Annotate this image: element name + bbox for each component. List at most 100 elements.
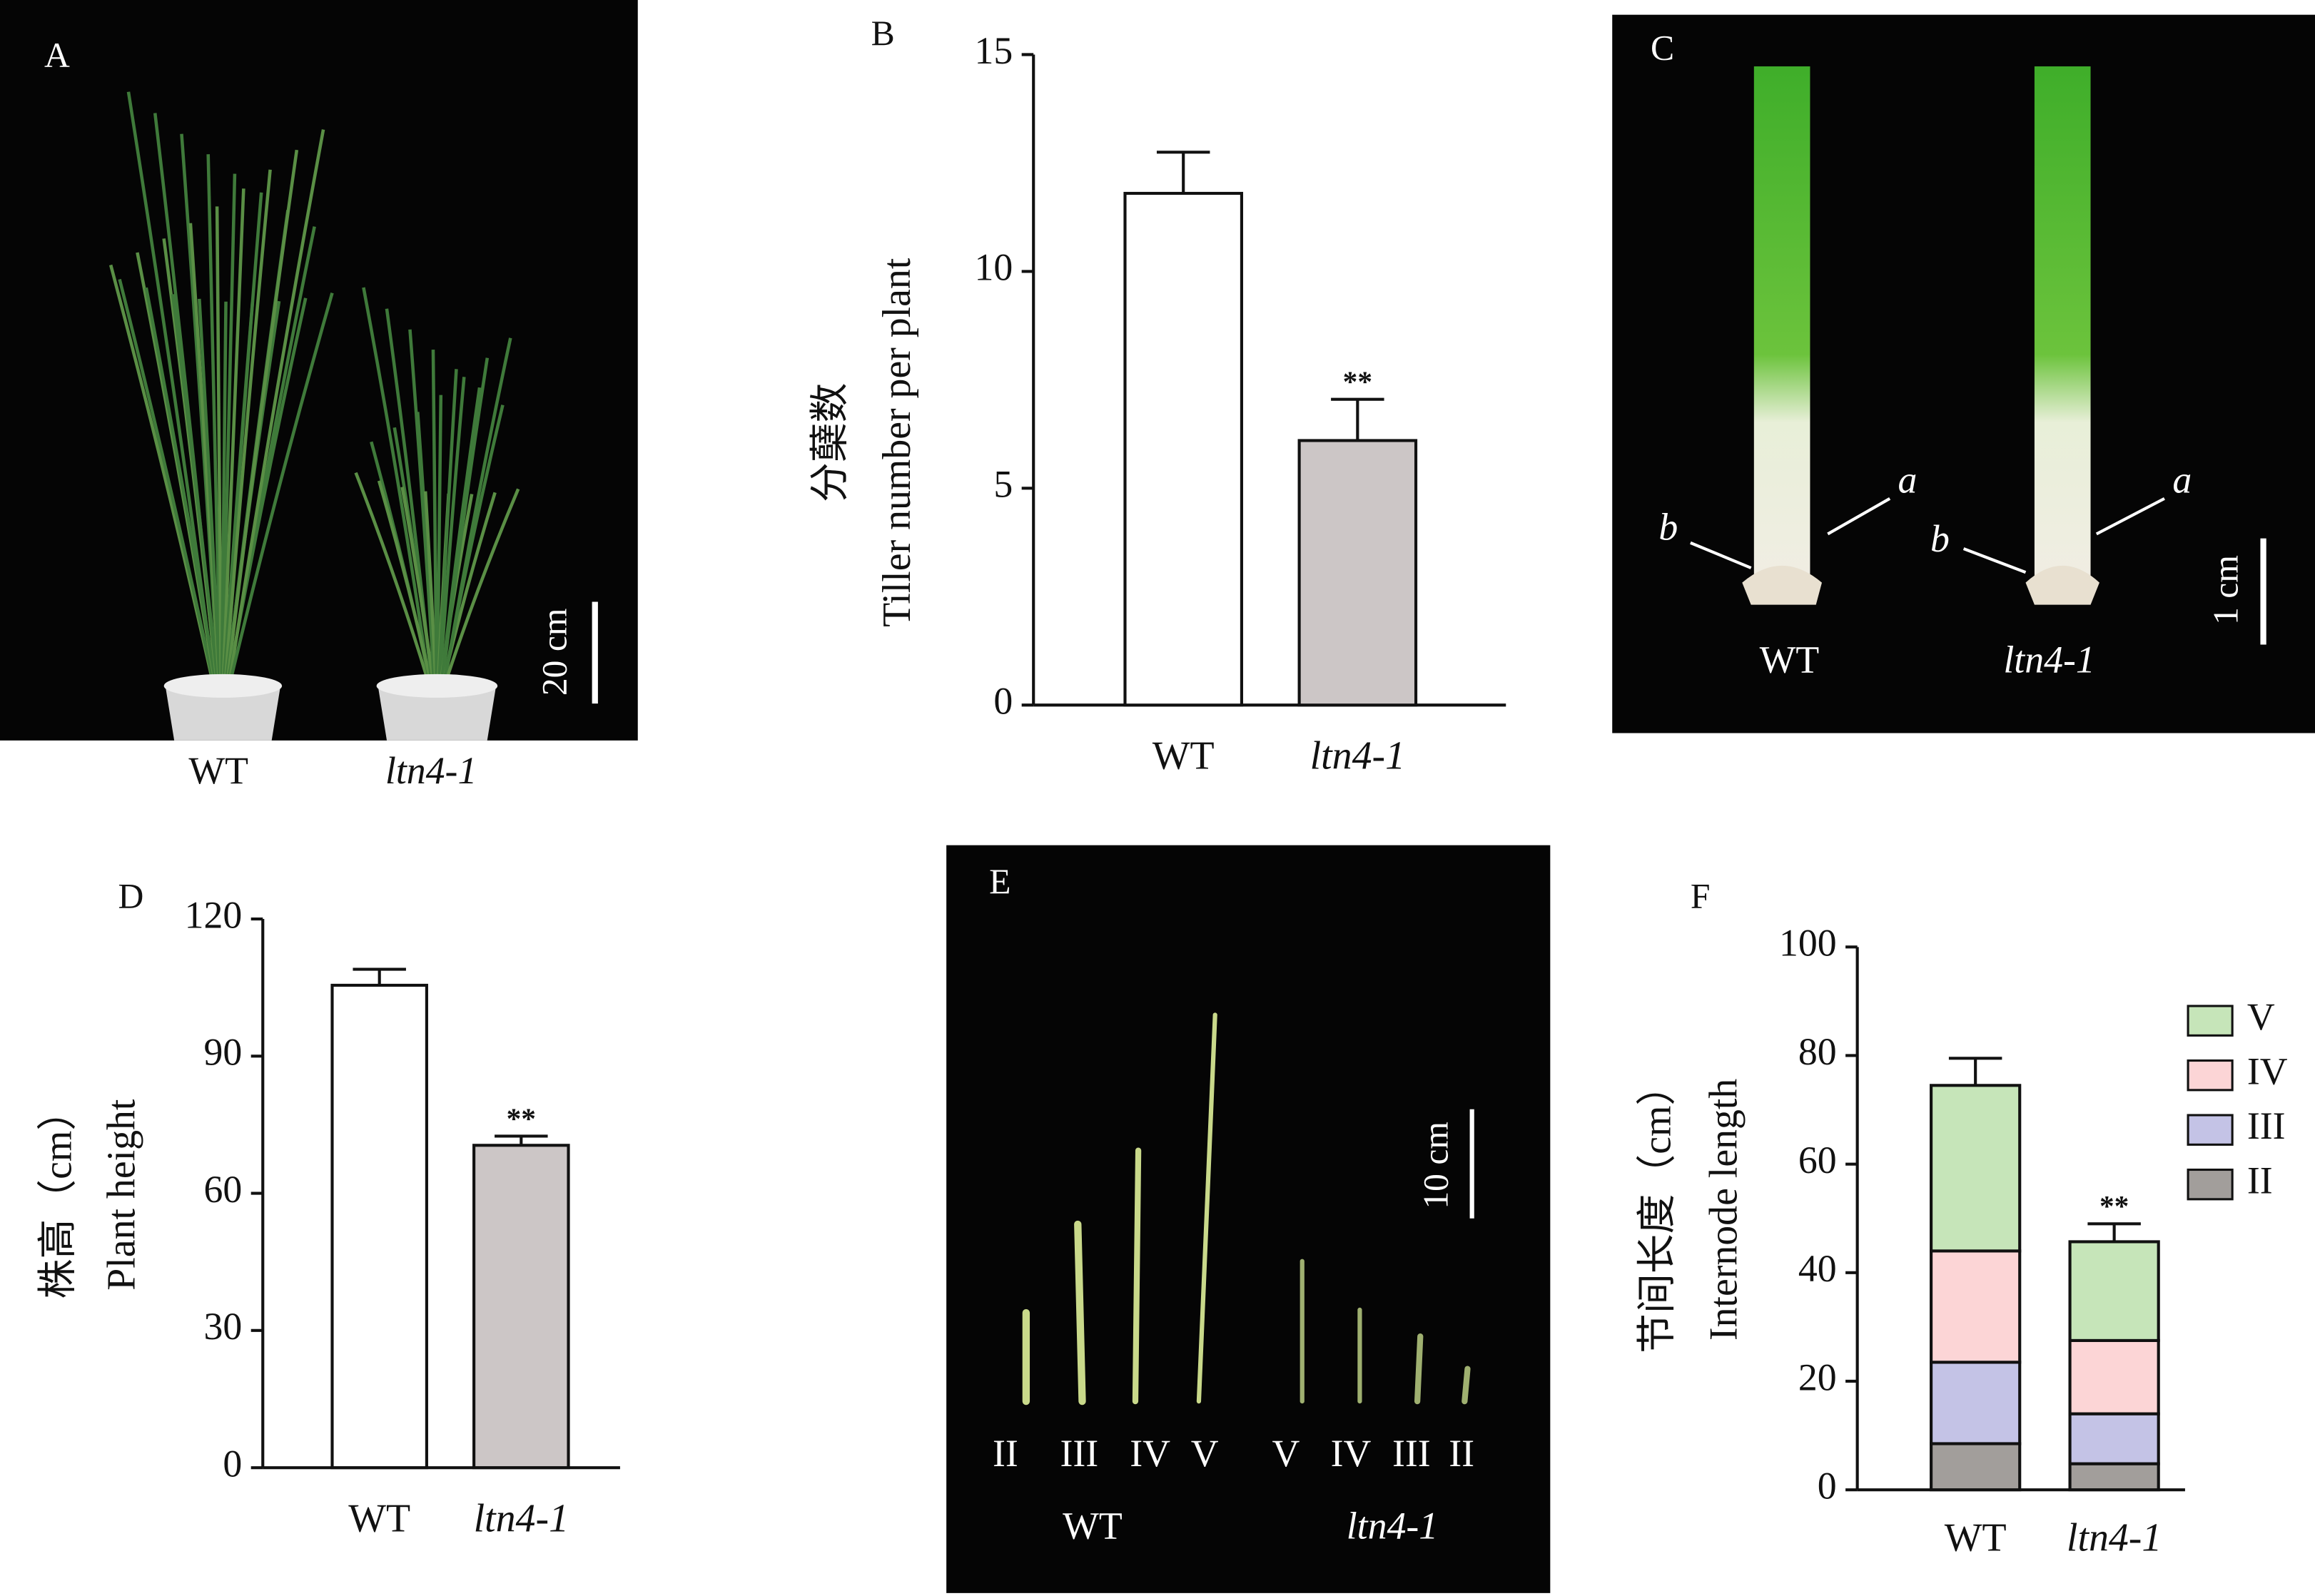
caption: ltn4-1: [385, 749, 477, 792]
leaf: [440, 357, 490, 682]
marker: a: [1898, 458, 1918, 501]
bar: [472, 1144, 570, 1470]
photo-c: C b a b a WT ltn4-1 1 cm: [1612, 14, 2315, 733]
internode-label: IV: [1130, 1432, 1170, 1475]
bar-segment: [1930, 1361, 2022, 1445]
leaf: [437, 369, 458, 682]
caption: WT: [1760, 639, 1820, 681]
bar-segment: [1930, 1442, 2022, 1492]
photo-a: A 20 cm: [0, 0, 638, 741]
x-tick-label: WT: [1153, 734, 1215, 778]
y-tick-label: 0: [993, 680, 1013, 723]
y-tick-label: 20: [1798, 1356, 1837, 1398]
stem-base: [1742, 565, 1822, 605]
leaf: [354, 472, 430, 682]
photo-bg: [1612, 14, 2315, 733]
bar-segment: [2068, 1338, 2160, 1415]
x-tick-label: WT: [348, 1496, 410, 1540]
leaf: [221, 188, 245, 682]
internode-label: III: [1392, 1432, 1431, 1475]
legend-swatch: [2187, 1168, 2234, 1201]
leaf: [223, 169, 272, 682]
x-tick-label: ltn4-1: [2067, 1515, 2162, 1560]
legend-label: IV: [2247, 1050, 2288, 1093]
pointer: [1827, 497, 1891, 536]
error-bar: [2087, 1222, 2141, 1242]
pot-rim: [163, 674, 283, 698]
leaf: [423, 491, 437, 682]
leaf: [226, 149, 299, 682]
internode: [1196, 1012, 1217, 1404]
panel-label: B: [871, 14, 895, 53]
bar-segment: [1930, 1249, 2022, 1364]
chart: D 株高（cm） Plant height 0 30 60 90 120 WT ltn4-1 **: [36, 877, 620, 1540]
stem: [1753, 66, 1810, 590]
y-tick-label: 0: [1818, 1464, 1837, 1507]
caption: ltn4-1: [1347, 1504, 1438, 1547]
internode: [1462, 1366, 1471, 1405]
leaf: [198, 298, 222, 682]
x-tick-label: ltn4-1: [1310, 734, 1405, 778]
y-tick-label: 5: [993, 463, 1013, 506]
panel-label: D: [118, 877, 144, 916]
stem: [2034, 66, 2091, 590]
leaf: [228, 293, 334, 682]
photo-e: E 10 cm II III IV V V IV III II WT ltn4-1: [946, 845, 1551, 1593]
y-tick-label: 40: [1798, 1247, 1837, 1290]
leaf: [444, 488, 520, 682]
internode-label: IV: [1331, 1432, 1372, 1475]
error-bar: [353, 967, 406, 985]
panel-label: A: [44, 36, 70, 75]
internode-labels: II III IV V V IV III II: [993, 1432, 1474, 1475]
photo-bg: [0, 0, 638, 741]
legend-swatch: [2187, 1059, 2234, 1092]
internodes: [1022, 1012, 1471, 1406]
leaf: [431, 350, 439, 682]
leaf: [228, 129, 325, 682]
plants: [108, 91, 520, 682]
bar-segment: [1930, 1084, 2022, 1253]
internode-label: III: [1060, 1432, 1098, 1475]
leaf: [443, 337, 512, 682]
bar: [1123, 191, 1243, 707]
marker: b: [1930, 517, 1950, 560]
error-bar: [1156, 151, 1210, 194]
y-tick-label: 60: [1798, 1139, 1837, 1181]
panel-label: F: [1691, 877, 1711, 916]
legend-swatch: [2187, 1005, 2234, 1037]
marker: b: [1658, 506, 1678, 549]
internode-label: II: [1449, 1432, 1474, 1475]
y-axis-label: 株高（cm）: [36, 1091, 81, 1298]
y-axis-label: Plant height: [100, 1099, 144, 1291]
y-axis-label: Internode length: [1701, 1079, 1746, 1341]
x-tick-label: ltn4-1: [474, 1496, 569, 1540]
legend-label: V: [2247, 995, 2275, 1038]
pointer: [1962, 547, 2027, 574]
leaf: [171, 294, 220, 682]
significance: **: [2099, 1189, 2129, 1222]
scale-label: 20 cm: [535, 609, 574, 696]
y-axis-label: Tiller number per plant: [875, 258, 919, 627]
bar-segment: [2068, 1412, 2160, 1465]
legend-label: II: [2247, 1159, 2273, 1202]
pot: [378, 686, 497, 741]
internode: [1074, 1220, 1086, 1406]
leaf: [438, 377, 466, 682]
pointer: [1690, 541, 1752, 569]
y-axis-label: 分蘖数: [809, 383, 853, 502]
leaf: [144, 287, 218, 682]
internode-label: V: [1272, 1432, 1300, 1475]
pot-rim: [376, 674, 498, 698]
chart: B 分蘖数 Tiller number per plant 0 5 10 15 WT ltn4-…: [809, 14, 1506, 778]
y-tick-label: 100: [1779, 922, 1837, 965]
y-axis-label: 节间长度（cm）: [1635, 1066, 1679, 1353]
pointer: [2095, 497, 2165, 536]
bar-segment: [2068, 1240, 2160, 1342]
y-tick-label: 60: [204, 1168, 243, 1211]
bar-segment: [2068, 1462, 2160, 1492]
leaf: [435, 395, 443, 682]
panel-label: E: [989, 862, 1010, 901]
charts: B 分蘖数 Tiller number per plant 0 5 10 15 WT ltn4-…: [36, 14, 2288, 1560]
y-tick-label: 15: [974, 29, 1013, 72]
